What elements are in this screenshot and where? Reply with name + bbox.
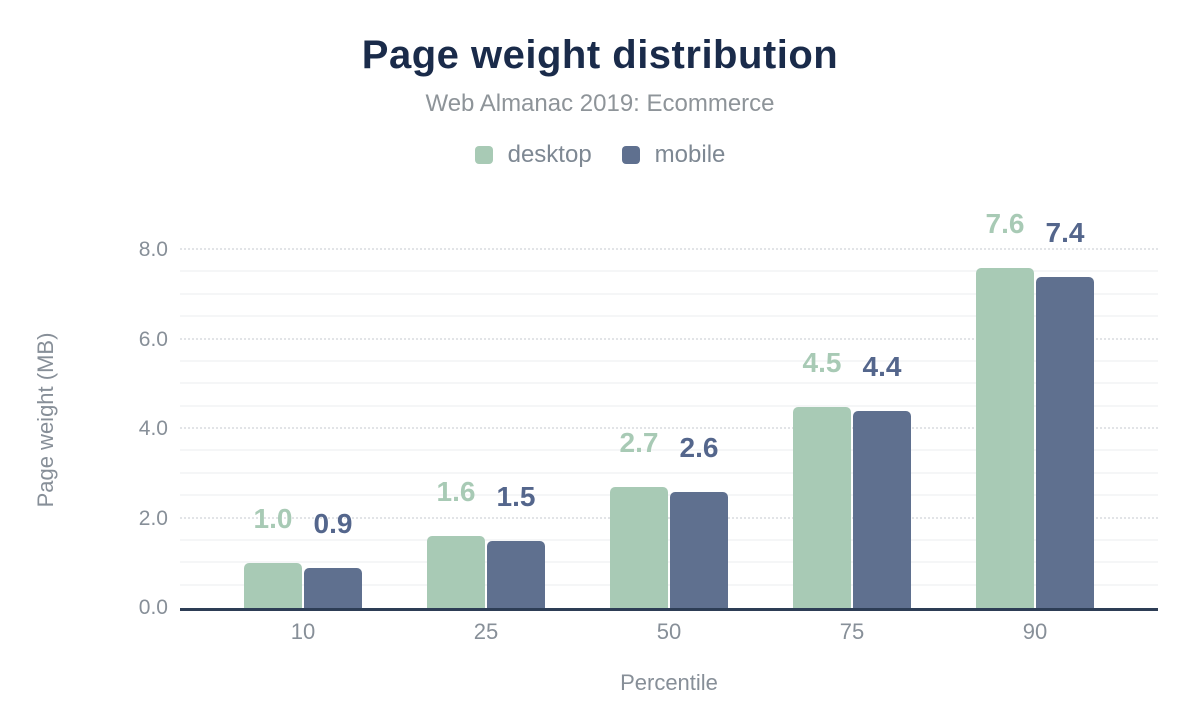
bar-desktop-p10[interactable] — [244, 563, 302, 608]
value-label-desktop-p25: 1.6 — [436, 476, 476, 508]
x-tick-label-25: 25 — [473, 619, 499, 644]
x-tick-label-75: 75 — [839, 619, 865, 644]
legend-label-desktop: desktop — [507, 141, 592, 168]
x-tick-label-90: 90 — [1022, 619, 1048, 644]
chart-title: Page weight distribution — [361, 33, 839, 77]
bar-desktop-p50[interactable] — [610, 487, 668, 608]
chart-subtitle: Web Almanac 2019: Ecommerce — [425, 90, 775, 117]
bar-mobile-p10[interactable] — [304, 567, 362, 608]
gridline-minor — [180, 449, 1158, 452]
gridline-minor — [180, 471, 1158, 474]
value-label-mobile-p50: 2.6 — [679, 431, 719, 463]
bar-mobile-p25[interactable] — [487, 540, 545, 608]
gridline-minor — [180, 315, 1158, 318]
gridline-minor — [180, 561, 1158, 564]
value-label-desktop-p75: 4.5 — [802, 346, 842, 378]
legend-label-mobile: mobile — [654, 141, 726, 168]
gridline-major — [180, 427, 1158, 429]
value-label-mobile-p10: 0.9 — [313, 507, 353, 539]
y-axis-title: Page weight (MB) — [33, 332, 58, 508]
value-label-desktop-p10: 1.0 — [253, 503, 293, 535]
legend-item-mobile[interactable]: mobile — [621, 141, 726, 169]
y-tick-label: 4.0 — [138, 417, 168, 440]
y-tick-label: 8.0 — [138, 238, 168, 261]
y-tick-label: 0.0 — [138, 596, 168, 619]
gridline-major — [180, 337, 1158, 340]
y-tick-label: 6.0 — [138, 327, 168, 351]
gridline-minor — [180, 583, 1158, 586]
x-tick-label-50: 50 — [656, 619, 682, 644]
value-label-mobile-p90: 7.4 — [1045, 216, 1085, 248]
gridline-minor — [180, 494, 1158, 497]
x-tick-label-10: 10 — [290, 619, 316, 644]
legend: desktop mobile — [0, 141, 1200, 169]
gridline-minor — [180, 382, 1158, 385]
x-axis-tick-labels: 10 25 50 75 90 — [180, 620, 1158, 646]
gridline-minor — [180, 538, 1158, 541]
gridline-minor — [180, 359, 1158, 362]
y-axis-tick-labels: 0.0 2.0 4.0 6.0 8.0 — [60, 200, 168, 619]
bar-desktop-p25[interactable] — [427, 536, 485, 608]
gridline-major — [180, 248, 1158, 250]
bar-desktop-p75[interactable] — [793, 406, 851, 608]
legend-item-desktop[interactable]: desktop — [474, 141, 592, 169]
value-label-desktop-p50: 2.7 — [619, 427, 659, 459]
legend-swatch-desktop — [474, 146, 493, 164]
value-label-mobile-p25: 1.5 — [496, 480, 536, 512]
bar-mobile-p75[interactable] — [853, 411, 911, 608]
gridline-minor — [180, 270, 1158, 273]
bar-mobile-p90[interactable] — [1036, 276, 1094, 608]
gridline-major — [180, 516, 1158, 519]
gridline-minor — [180, 404, 1158, 407]
bar-desktop-p90[interactable] — [976, 267, 1034, 608]
plot-area: 1.0 1.6 2.7 4.5 7.6 0.9 1.5 2.6 4.4 7.4 — [180, 200, 1158, 611]
x-axis-title: Percentile — [620, 670, 718, 695]
gridline-minor — [180, 292, 1158, 295]
bar-mobile-p50[interactable] — [670, 491, 728, 608]
value-label-desktop-p90: 7.6 — [985, 207, 1025, 239]
value-label-mobile-p75: 4.4 — [862, 351, 902, 383]
legend-swatch-mobile — [621, 146, 640, 164]
y-tick-label: 2.0 — [138, 506, 168, 530]
